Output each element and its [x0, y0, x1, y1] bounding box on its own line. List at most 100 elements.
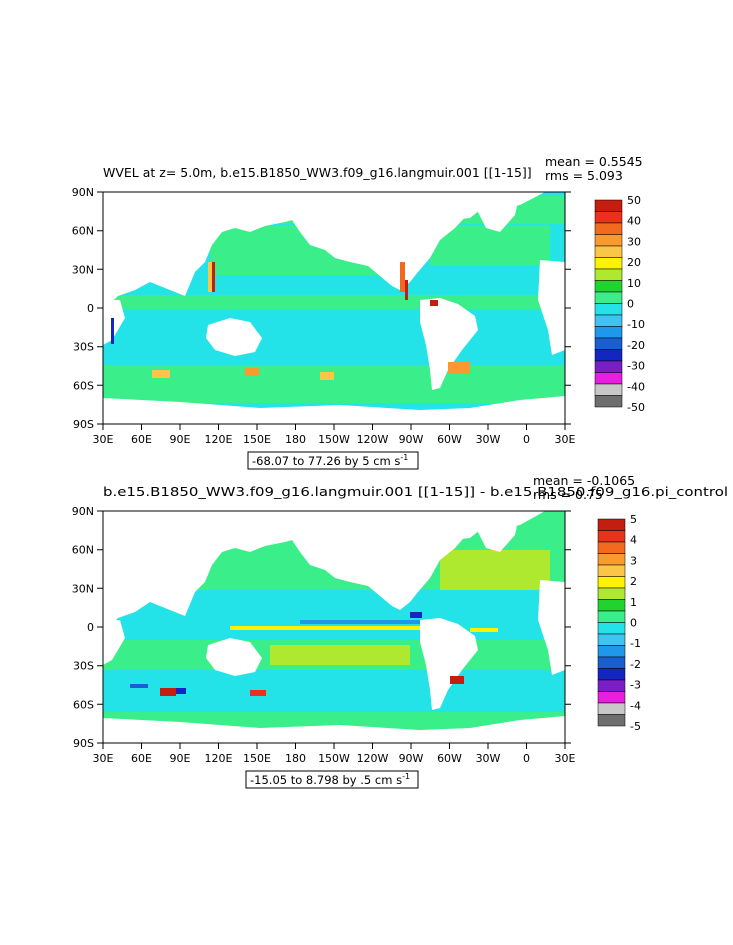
panel-1-range-box: -68.07 to 77.26 by 5 cm s-1	[247, 451, 419, 470]
colorbar-swatch	[594, 372, 623, 385]
y-tick-label: 90S	[73, 418, 94, 431]
colorbar-label: 50	[627, 194, 641, 207]
x-tick-label: 120E	[205, 752, 233, 765]
x-tick-label: 120E	[205, 433, 233, 446]
colorbar-swatch	[594, 245, 623, 258]
colorbar-swatch	[597, 599, 626, 612]
x-tick-label: 60W	[437, 433, 462, 446]
panel-1-y-tick-labels: 90N 60N 30N 0 30S 60S 90S	[72, 186, 94, 431]
colorbar-swatch	[594, 257, 623, 270]
land-south-america	[420, 298, 478, 390]
panel-2: b.e15.B1850_WW3.f09_g16.langmuir.001 [[1…	[72, 473, 728, 789]
x-tick-label: 60W	[437, 752, 462, 765]
colorbar-swatch	[594, 199, 623, 212]
x-tick-label: 180	[285, 433, 306, 446]
south-pacific-green	[270, 645, 410, 665]
colorbar-swatch	[597, 622, 626, 635]
colorbar-swatch	[594, 222, 623, 235]
colorbar-label: 0	[627, 298, 634, 311]
panel-2-y-tick-labels: 90N 60N 30N 0 30S 60S 90S	[72, 505, 94, 750]
y-tick-label: 60N	[72, 225, 94, 238]
y-tick-label: 90N	[72, 505, 94, 518]
colorbar-swatch	[597, 691, 626, 704]
southern-ocean-band	[103, 365, 565, 403]
colorbar-swatch	[594, 383, 623, 396]
colorbar-label: 40	[627, 215, 641, 228]
x-tick-label: 180	[285, 752, 306, 765]
equatorial-blue	[300, 620, 420, 624]
north-atlantic-green	[440, 550, 550, 590]
x-tick-label: 150E	[243, 433, 271, 446]
colorbar-label: -40	[627, 380, 645, 393]
colorbar-swatch	[597, 518, 626, 531]
x-tick-label: 90W	[399, 752, 424, 765]
colorbar-swatch	[594, 234, 623, 247]
land-eurasia-africa	[103, 192, 545, 310]
colorbar-label: 0	[630, 617, 637, 630]
x-tick-label: 90W	[399, 433, 424, 446]
anomaly-features	[130, 612, 498, 696]
colorbar-swatch	[597, 702, 626, 715]
panel-1-range-text: -68.07 to 77.26 by 5 cm s-1	[252, 453, 408, 468]
colorbar-swatch	[597, 530, 626, 543]
colorbar-swatch	[597, 587, 626, 600]
x-tick-label: 60E	[131, 752, 152, 765]
y-tick-label: 30S	[73, 341, 94, 354]
colorbar-label: 20	[627, 256, 641, 269]
colorbar-swatch	[597, 553, 626, 566]
colorbar-swatch	[594, 326, 623, 339]
colorbar-swatch	[594, 280, 623, 293]
x-tick-label: 150W	[318, 433, 350, 446]
colorbar-label: 4	[630, 534, 637, 547]
land-australia	[206, 318, 262, 356]
land-africa	[538, 260, 565, 355]
colorbar-swatch	[597, 645, 626, 658]
x-tick-label: 30E	[555, 752, 576, 765]
y-tick-label: 90N	[72, 186, 94, 199]
panel-1-colorbar: 50 40 30 20 10 0 -10 -20 -30 -40 -50	[594, 194, 645, 414]
boundary-features	[111, 262, 470, 380]
colorbar-swatch	[597, 714, 626, 727]
panel-1-stat-rms: rms = 5.093	[545, 168, 623, 183]
colorbar-label: -4	[630, 699, 641, 712]
panel-2-stat-mean: mean = -0.1065	[533, 473, 635, 488]
colorbar-label: 3	[630, 554, 637, 567]
colorbar-label: -20	[627, 339, 645, 352]
colorbar-swatch	[597, 668, 626, 681]
panel-1-x-tick-labels: 30E 60E 90E 120E 150E 180 150W 120W 90W 60W 30W 0 30…	[93, 433, 576, 446]
x-tick-label: 0	[523, 752, 530, 765]
land-antarctica	[103, 396, 565, 424]
x-tick-label: 90E	[170, 433, 191, 446]
colorbar-swatch	[597, 541, 626, 554]
equatorial-band	[103, 295, 565, 309]
colorbar-label: 2	[630, 575, 637, 588]
colorbar-swatch	[594, 291, 623, 304]
panel-1-map	[103, 192, 565, 424]
colorbar-label: 10	[627, 277, 641, 290]
colorbar-swatch	[594, 349, 623, 362]
colorbar-label: -10	[627, 318, 645, 331]
x-tick-label: 30W	[476, 752, 501, 765]
panel-1: WVEL at z= 5.0m, b.e15.B1850_WW3.f09_g16…	[72, 154, 645, 470]
colorbar-swatch	[594, 360, 623, 373]
y-tick-label: 0	[87, 302, 94, 315]
colorbar-swatch	[597, 576, 626, 589]
x-tick-label: 30E	[555, 433, 576, 446]
x-tick-label: 90E	[170, 752, 191, 765]
panel-2-x-tick-labels: 30E 60E 90E 120E 150E 180 150W 120W 90W 60W 30W 0 30…	[93, 752, 576, 765]
y-tick-label: 60S	[73, 698, 94, 711]
colorbar-label: -1	[630, 637, 641, 650]
panel-2-stat-rms: rms = 0.75	[533, 487, 603, 502]
panel-2-ticks	[97, 510, 571, 749]
x-tick-label: 0	[523, 433, 530, 446]
panel-2-range-text: -15.05 to 8.798 by .5 cm s-1	[250, 772, 410, 787]
colorbar-label: -5	[630, 720, 641, 733]
colorbar-swatch	[594, 211, 623, 224]
panel-1-title: WVEL at z= 5.0m, b.e15.B1850_WW3.f09_g16…	[103, 165, 532, 180]
colorbar-swatch	[594, 314, 623, 327]
y-tick-label: 30N	[72, 582, 94, 595]
colorbar-swatch	[597, 564, 626, 577]
x-tick-label: 120W	[357, 433, 389, 446]
colorbar-swatch	[594, 303, 623, 316]
x-tick-label: 120W	[357, 752, 389, 765]
